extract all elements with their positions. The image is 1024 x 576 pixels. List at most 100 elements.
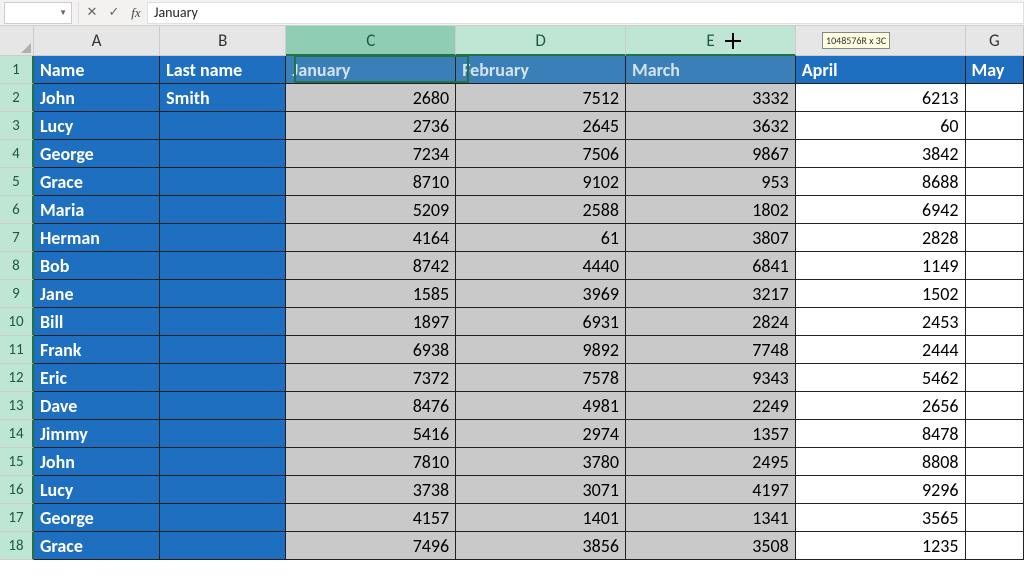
cell-F4[interactable]: 3842 [796, 140, 966, 168]
cell-C17[interactable]: 4157 [286, 504, 456, 532]
cell-D13[interactable]: 4981 [456, 392, 626, 420]
cell-B9[interactable] [160, 280, 286, 308]
cell-D17[interactable]: 1401 [456, 504, 626, 532]
cell-F16[interactable]: 9296 [796, 476, 966, 504]
row-header-11[interactable]: 11 [0, 336, 34, 364]
cell-F12[interactable]: 5462 [796, 364, 966, 392]
cell-A10[interactable]: Bill [34, 308, 160, 336]
cell-B12[interactable] [160, 364, 286, 392]
cell-A11[interactable]: Frank [34, 336, 160, 364]
cell-G18[interactable] [966, 532, 1024, 560]
cell-B7[interactable] [160, 224, 286, 252]
cell-F2[interactable]: 6213 [796, 84, 966, 112]
cell-E12[interactable]: 9343 [626, 364, 796, 392]
header-cell-name[interactable]: Name [34, 56, 160, 84]
cell-B13[interactable] [160, 392, 286, 420]
cell-B3[interactable] [160, 112, 286, 140]
cell-A12[interactable]: Eric [34, 364, 160, 392]
row-header-15[interactable]: 15 [0, 448, 34, 476]
cell-F5[interactable]: 8688 [796, 168, 966, 196]
cell-A3[interactable]: Lucy [34, 112, 160, 140]
cell-C18[interactable]: 7496 [286, 532, 456, 560]
cell-B17[interactable] [160, 504, 286, 532]
cell-A14[interactable]: Jimmy [34, 420, 160, 448]
row-header-17[interactable]: 17 [0, 504, 34, 532]
row-header-13[interactable]: 13 [0, 392, 34, 420]
cell-E13[interactable]: 2249 [626, 392, 796, 420]
row-header-18[interactable]: 18 [0, 532, 34, 560]
cell-F18[interactable]: 1235 [796, 532, 966, 560]
cell-G5[interactable] [966, 168, 1024, 196]
cell-F11[interactable]: 2444 [796, 336, 966, 364]
column-header-C[interactable]: C [286, 26, 456, 56]
header-cell-february[interactable]: February [456, 56, 626, 84]
cell-C2[interactable]: 2680 [286, 84, 456, 112]
cell-F6[interactable]: 6942 [796, 196, 966, 224]
row-header-3[interactable]: 3 [0, 112, 34, 140]
cell-C14[interactable]: 5416 [286, 420, 456, 448]
cell-G6[interactable] [966, 196, 1024, 224]
cell-D16[interactable]: 3071 [456, 476, 626, 504]
cell-D3[interactable]: 2645 [456, 112, 626, 140]
cell-F7[interactable]: 2828 [796, 224, 966, 252]
cell-C13[interactable]: 8476 [286, 392, 456, 420]
cell-A5[interactable]: Grace [34, 168, 160, 196]
cell-F15[interactable]: 8808 [796, 448, 966, 476]
cell-E8[interactable]: 6841 [626, 252, 796, 280]
cell-G15[interactable] [966, 448, 1024, 476]
cell-D15[interactable]: 3780 [456, 448, 626, 476]
cell-D11[interactable]: 9892 [456, 336, 626, 364]
cell-E14[interactable]: 1357 [626, 420, 796, 448]
cell-G12[interactable] [966, 364, 1024, 392]
column-header-E[interactable]: E [626, 26, 796, 56]
cell-G10[interactable] [966, 308, 1024, 336]
cell-C12[interactable]: 7372 [286, 364, 456, 392]
cell-G4[interactable] [966, 140, 1024, 168]
cell-E5[interactable]: 953 [626, 168, 796, 196]
header-cell-april[interactable]: April [796, 56, 966, 84]
cell-B2[interactable]: Smith [160, 84, 286, 112]
cell-D10[interactable]: 6931 [456, 308, 626, 336]
row-header-14[interactable]: 14 [0, 420, 34, 448]
cell-B5[interactable] [160, 168, 286, 196]
cell-C11[interactable]: 6938 [286, 336, 456, 364]
cell-B16[interactable] [160, 476, 286, 504]
cell-G14[interactable] [966, 420, 1024, 448]
cell-E7[interactable]: 3807 [626, 224, 796, 252]
cell-D12[interactable]: 7578 [456, 364, 626, 392]
cell-D14[interactable]: 2974 [456, 420, 626, 448]
cell-D8[interactable]: 4440 [456, 252, 626, 280]
cell-G8[interactable] [966, 252, 1024, 280]
cell-A16[interactable]: Lucy [34, 476, 160, 504]
cell-D5[interactable]: 9102 [456, 168, 626, 196]
header-cell-january[interactable]: January [286, 56, 456, 84]
cell-C16[interactable]: 3738 [286, 476, 456, 504]
cell-G3[interactable] [966, 112, 1024, 140]
name-box[interactable]: ▼ [4, 2, 72, 24]
header-cell-march[interactable]: March [626, 56, 796, 84]
cell-C3[interactable]: 2736 [286, 112, 456, 140]
dropdown-icon[interactable]: ▼ [59, 8, 67, 18]
header-cell-may[interactable]: May [966, 56, 1024, 84]
row-header-16[interactable]: 16 [0, 476, 34, 504]
cell-G2[interactable] [966, 84, 1024, 112]
cell-G17[interactable] [966, 504, 1024, 532]
cell-C5[interactable]: 8710 [286, 168, 456, 196]
cell-E17[interactable]: 1341 [626, 504, 796, 532]
cell-D7[interactable]: 61 [456, 224, 626, 252]
cell-F13[interactable]: 2656 [796, 392, 966, 420]
cell-C15[interactable]: 7810 [286, 448, 456, 476]
cell-C8[interactable]: 8742 [286, 252, 456, 280]
select-all-corner[interactable] [0, 26, 34, 56]
fx-icon[interactable]: fx [125, 2, 147, 24]
cell-E16[interactable]: 4197 [626, 476, 796, 504]
column-header-G[interactable]: G [966, 26, 1024, 56]
cell-E2[interactable]: 3332 [626, 84, 796, 112]
cell-E6[interactable]: 1802 [626, 196, 796, 224]
cell-A2[interactable]: John [34, 84, 160, 112]
cell-D18[interactable]: 3856 [456, 532, 626, 560]
column-header-D[interactable]: D [456, 26, 626, 56]
row-header-2[interactable]: 2 [0, 84, 34, 112]
cell-D9[interactable]: 3969 [456, 280, 626, 308]
cell-G13[interactable] [966, 392, 1024, 420]
